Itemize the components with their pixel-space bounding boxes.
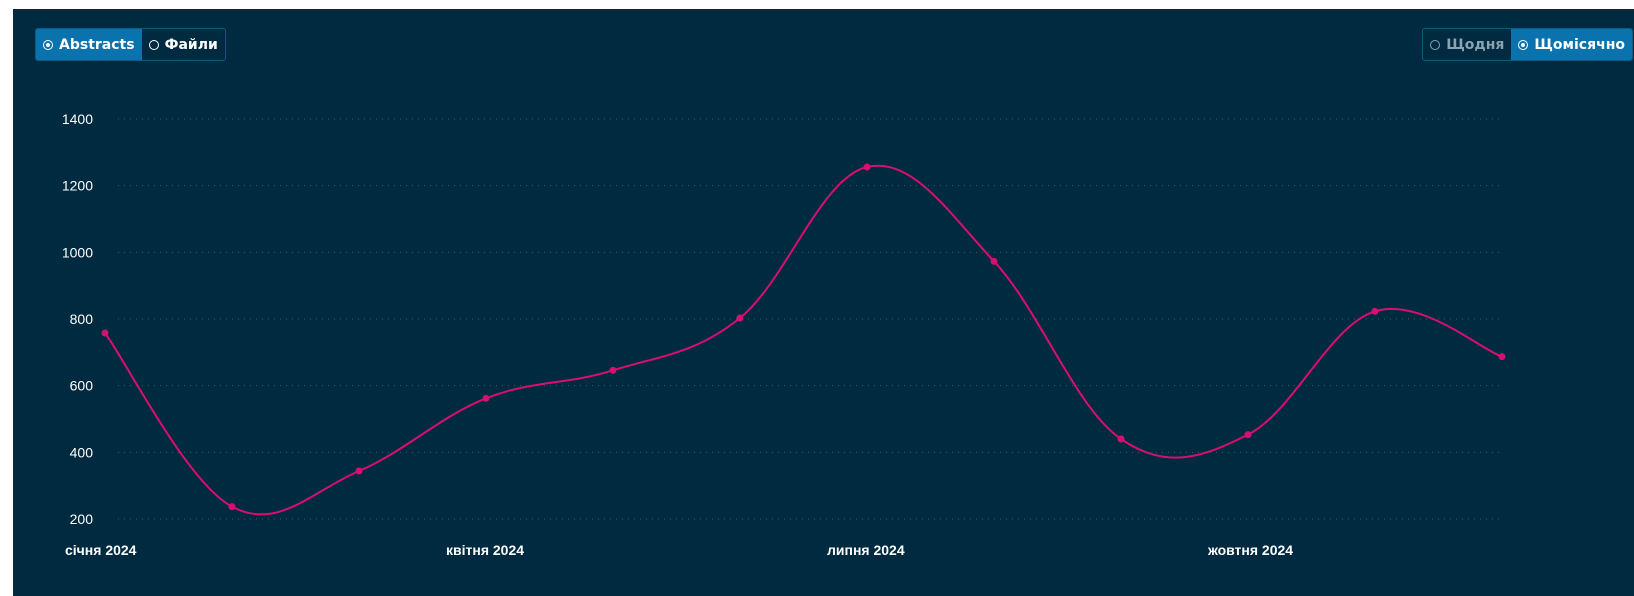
data-point[interactable] [736, 314, 744, 322]
data-point[interactable] [1371, 307, 1379, 315]
data-point[interactable] [863, 163, 871, 171]
data-point[interactable] [101, 329, 109, 337]
point-layer [101, 163, 1506, 511]
dataset-option-files[interactable]: Файли [141, 29, 225, 60]
dataset-option-label: Файли [164, 36, 218, 53]
data-point[interactable] [1117, 435, 1125, 443]
y-tick-label: 1000 [62, 244, 93, 260]
x-axis: січня 2024 квітня 2024 липня 2024 жовтня 20… [65, 542, 1293, 558]
x-tick-label: жовтня 2024 [1207, 542, 1293, 558]
radio-unselected-icon [148, 39, 159, 50]
data-point[interactable] [1244, 431, 1252, 439]
grid-layer [118, 118, 1502, 520]
period-option-daily[interactable]: Щодня [1423, 29, 1512, 60]
data-point[interactable] [228, 503, 236, 511]
chart-panel: Abstracts Файли Щодня Щомісячно 200 400 60… [13, 9, 1634, 596]
period-option-monthly[interactable]: Щомісячно [1511, 29, 1632, 60]
y-tick-label: 600 [70, 378, 94, 394]
x-tick-label: липня 2024 [827, 542, 905, 558]
data-point[interactable] [355, 467, 363, 475]
period-option-label: Щодня [1446, 36, 1505, 53]
dataset-option-abstracts[interactable]: Abstracts [36, 29, 142, 60]
period-toggle: Щодня Щомісячно [1422, 28, 1633, 61]
dataset-option-label: Abstracts [59, 36, 135, 53]
data-point[interactable] [609, 366, 617, 374]
y-tick-label: 800 [70, 311, 94, 327]
x-tick-label: січня 2024 [65, 542, 137, 558]
data-point[interactable] [1498, 353, 1506, 361]
radio-selected-icon [43, 39, 53, 50]
y-tick-label: 200 [70, 511, 94, 527]
line-chart: 200 400 600 800 1000 1200 1400 січня 2024 квітн… [62, 111, 1506, 558]
dataset-toggle: Abstracts Файли [35, 28, 226, 61]
data-point[interactable] [990, 257, 998, 265]
series-layer [104, 164, 1503, 516]
y-tick-label: 1200 [62, 178, 93, 194]
data-point[interactable] [482, 394, 490, 402]
series-line [104, 164, 1503, 516]
x-tick-label: квітня 2024 [446, 542, 524, 558]
radio-selected-icon [1518, 39, 1529, 50]
period-option-label: Щомісячно [1534, 36, 1625, 53]
y-axis: 200 400 600 800 1000 1200 1400 [62, 111, 93, 527]
y-tick-label: 400 [70, 444, 94, 460]
radio-unselected-icon [1430, 39, 1441, 50]
y-tick-label: 1400 [62, 111, 93, 127]
